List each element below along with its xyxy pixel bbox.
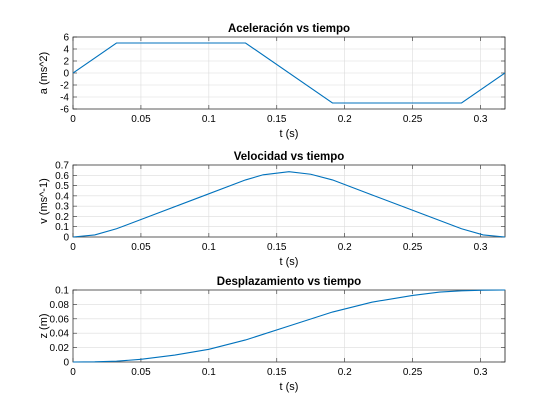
y-tick-label: 0.2 [55,212,69,223]
x-tick-label: 0.1 [202,114,216,125]
y-tick-label: -2 [60,81,69,92]
y-tick-label: 0.5 [55,181,69,192]
y-tick-label: 6 [63,33,69,44]
y-tick-label: 0.7 [55,161,69,172]
x-tick-label: 0.3 [474,367,488,378]
x-tick-label: 0.15 [267,114,287,125]
axes-frame [72,289,506,363]
x-tick-label: 0.2 [338,242,352,253]
y-tick-label: 0.06 [50,314,70,325]
y-tick-label: 0.4 [55,191,69,202]
x-tick-label: 0.3 [474,242,488,253]
subplot-2: 0 0.05 0.1 0.15 0.2 0.25 0.3 0 0.02 0.04 0.06 0.08 0… [38,276,506,393]
y-axis-label: a (ms^2) [38,52,50,94]
y-tick-label: 0.6 [55,171,69,182]
y-tick-label: 0.1 [55,222,69,233]
x-tick-label: 0 [70,114,76,125]
series-line [73,42,505,104]
series-line [73,171,505,238]
x-tick-label: 0.25 [403,114,423,125]
series-line [73,289,505,363]
subplot-1: 0 0.05 0.1 0.15 0.2 0.25 0.300.10.20.30.40.50.… [38,151,506,268]
y-tick-label: 2 [63,57,69,68]
x-tick-label: 0.05 [131,242,151,253]
y-tick-label: 0.04 [50,329,70,340]
y-tick-label: 0 [63,233,69,244]
x-tick-label: 0.25 [403,242,423,253]
x-tick-label: 0.15 [267,242,287,253]
y-tick-label: -6 [60,105,69,116]
x-tick-label: 0.25 [403,367,423,378]
axes-frame [72,164,506,238]
y-tick-label: 0.08 [50,300,70,311]
x-axis-label: t (s) [280,381,299,393]
y-tick-label: 0 [63,69,69,80]
x-tick-label: 0.05 [131,367,151,378]
x-tick-label: 0 [70,367,76,378]
x-axis-label: t (s) [280,128,299,140]
x-tick-label: 0.15 [267,367,287,378]
y-tick-label: 0.3 [55,202,69,213]
x-tick-label: 0.1 [202,242,216,253]
y-tick-label: 0 [63,358,69,369]
x-tick-label: 0.3 [474,114,488,125]
chart-title: Velocidad vs tiempo [234,151,345,163]
chart-title: Desplazamiento vs tiempo [217,276,361,288]
y-tick-label: 4 [63,45,69,56]
x-tick-label: 0.2 [338,367,352,378]
x-tick-label: 0.1 [202,367,216,378]
x-axis-label: t (s) [280,256,299,268]
subplot-0: 0 0.05 0.1 0.15 0.2 0.25 0.3-6-4-20246Acelerac… [38,23,506,140]
chart-title: Aceleración vs tiempo [228,23,350,35]
y-tick-label: 0.1 [55,286,69,297]
x-tick-label: 0 [70,242,76,253]
y-axis-label: v (ms^-1) [38,178,50,224]
y-axis-label: z (m) [38,313,50,338]
y-tick-label: -4 [60,93,69,104]
x-tick-label: 0.05 [131,114,151,125]
y-tick-label: 0.02 [50,343,70,354]
x-tick-label: 0.2 [338,114,352,125]
plot-area [72,164,506,238]
